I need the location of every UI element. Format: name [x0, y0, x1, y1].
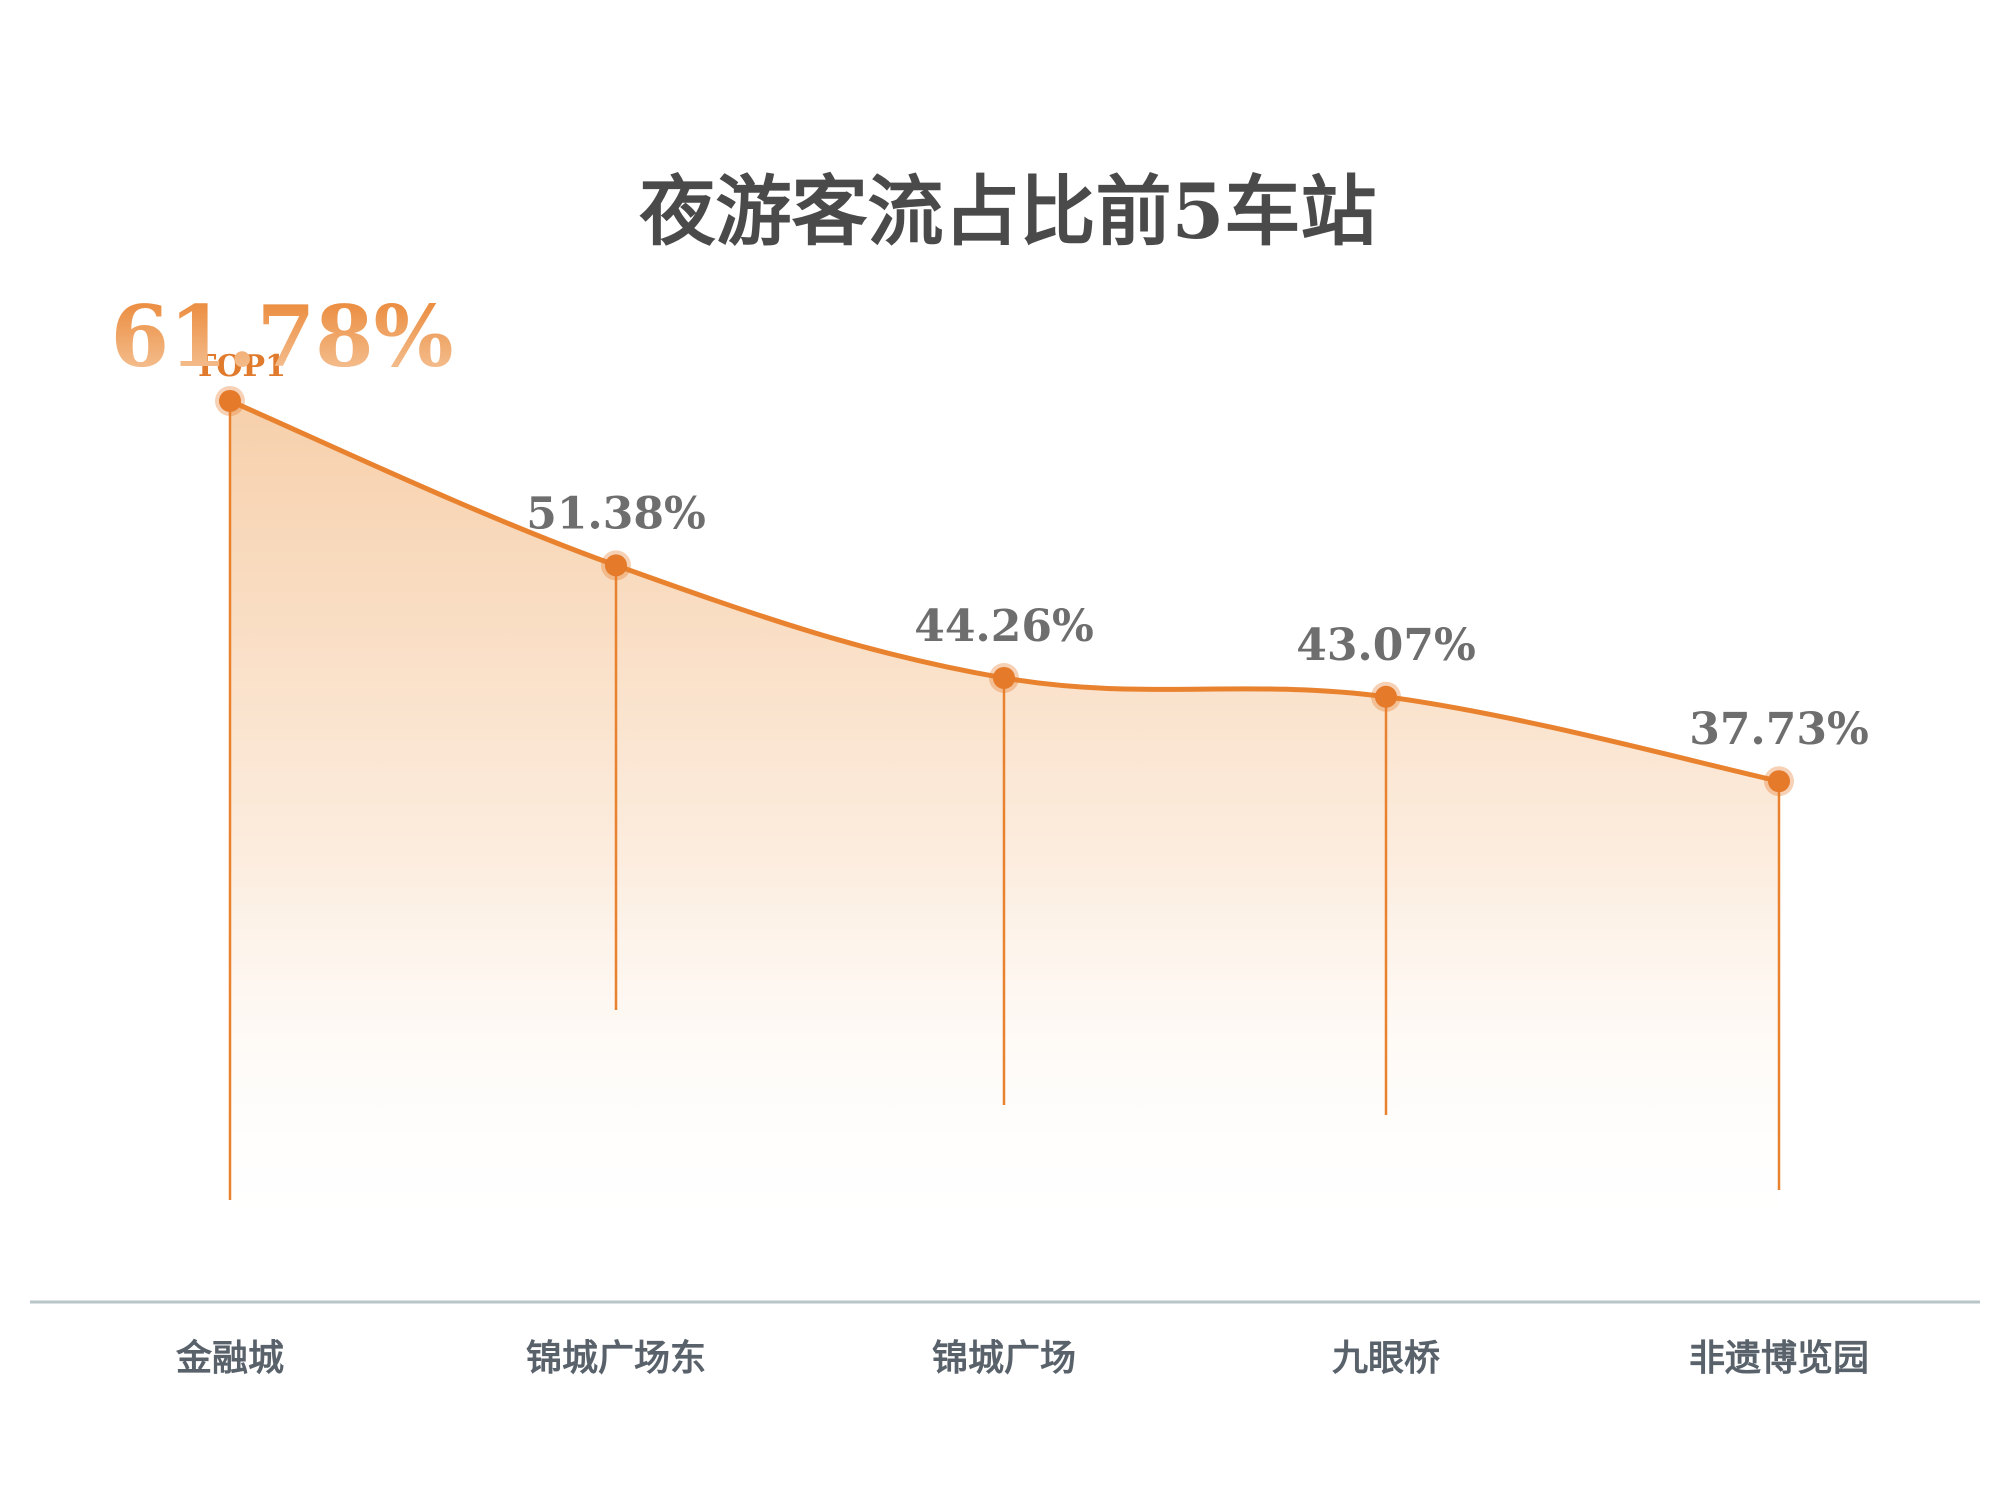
category-label: 金融城 — [175, 1337, 284, 1379]
top-value-label: 61.78% — [111, 287, 454, 386]
data-point[interactable] — [1768, 770, 1790, 793]
category-labels: 金融城 锦城广场东 锦城广场 九眼桥 非遗博览园 — [175, 1337, 1869, 1379]
category-label: 锦城广场东 — [526, 1337, 706, 1379]
value-label: 43.07% — [1296, 620, 1476, 671]
category-label: 锦城广场 — [932, 1337, 1076, 1379]
value-label: 51.38% — [526, 488, 706, 539]
data-point[interactable] — [993, 666, 1015, 689]
data-point[interactable] — [219, 389, 241, 412]
data-point[interactable] — [605, 554, 627, 577]
chart-title: 夜游客流占比前5车站 — [639, 167, 1377, 256]
drop-lines — [228, 400, 1781, 1200]
data-point[interactable] — [1375, 685, 1397, 708]
value-label: 37.73% — [1689, 704, 1869, 755]
value-label: 44.26% — [914, 601, 1094, 652]
category-label: 九眼桥 — [1332, 1337, 1440, 1379]
category-label: 非遗博览园 — [1689, 1337, 1869, 1379]
value-labels: 61.78% 51.38% 44.26% 43.07% 37.73% — [111, 287, 1869, 755]
data-points — [215, 385, 1794, 797]
top-badge: TOP1 — [194, 349, 286, 384]
